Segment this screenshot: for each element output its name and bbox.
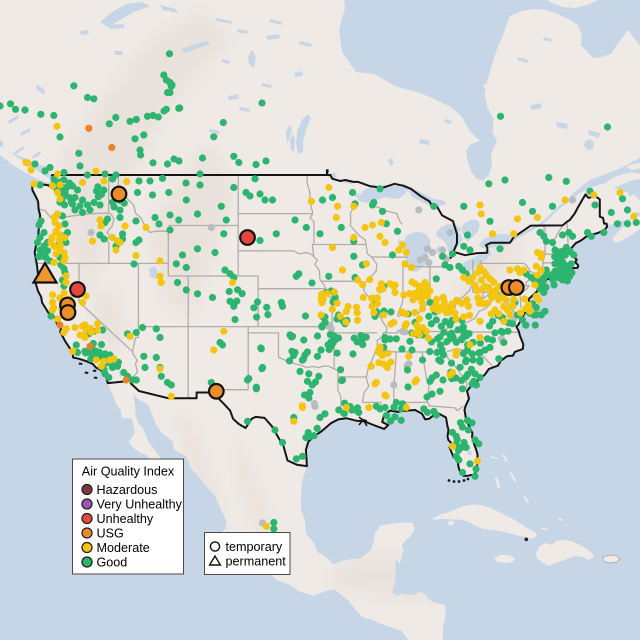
svg-text:Air Quality Index: Air Quality Index (82, 465, 175, 479)
svg-text:Moderate: Moderate (97, 541, 150, 555)
svg-text:Unhealthy: Unhealthy (97, 512, 154, 526)
svg-text:temporary: temporary (226, 540, 283, 554)
svg-text:Very Unhealthy: Very Unhealthy (97, 498, 183, 512)
svg-text:Good: Good (97, 556, 128, 570)
svg-text:USG: USG (97, 527, 124, 541)
svg-text:permanent: permanent (226, 555, 287, 569)
svg-text:Hazardous: Hazardous (97, 483, 158, 497)
